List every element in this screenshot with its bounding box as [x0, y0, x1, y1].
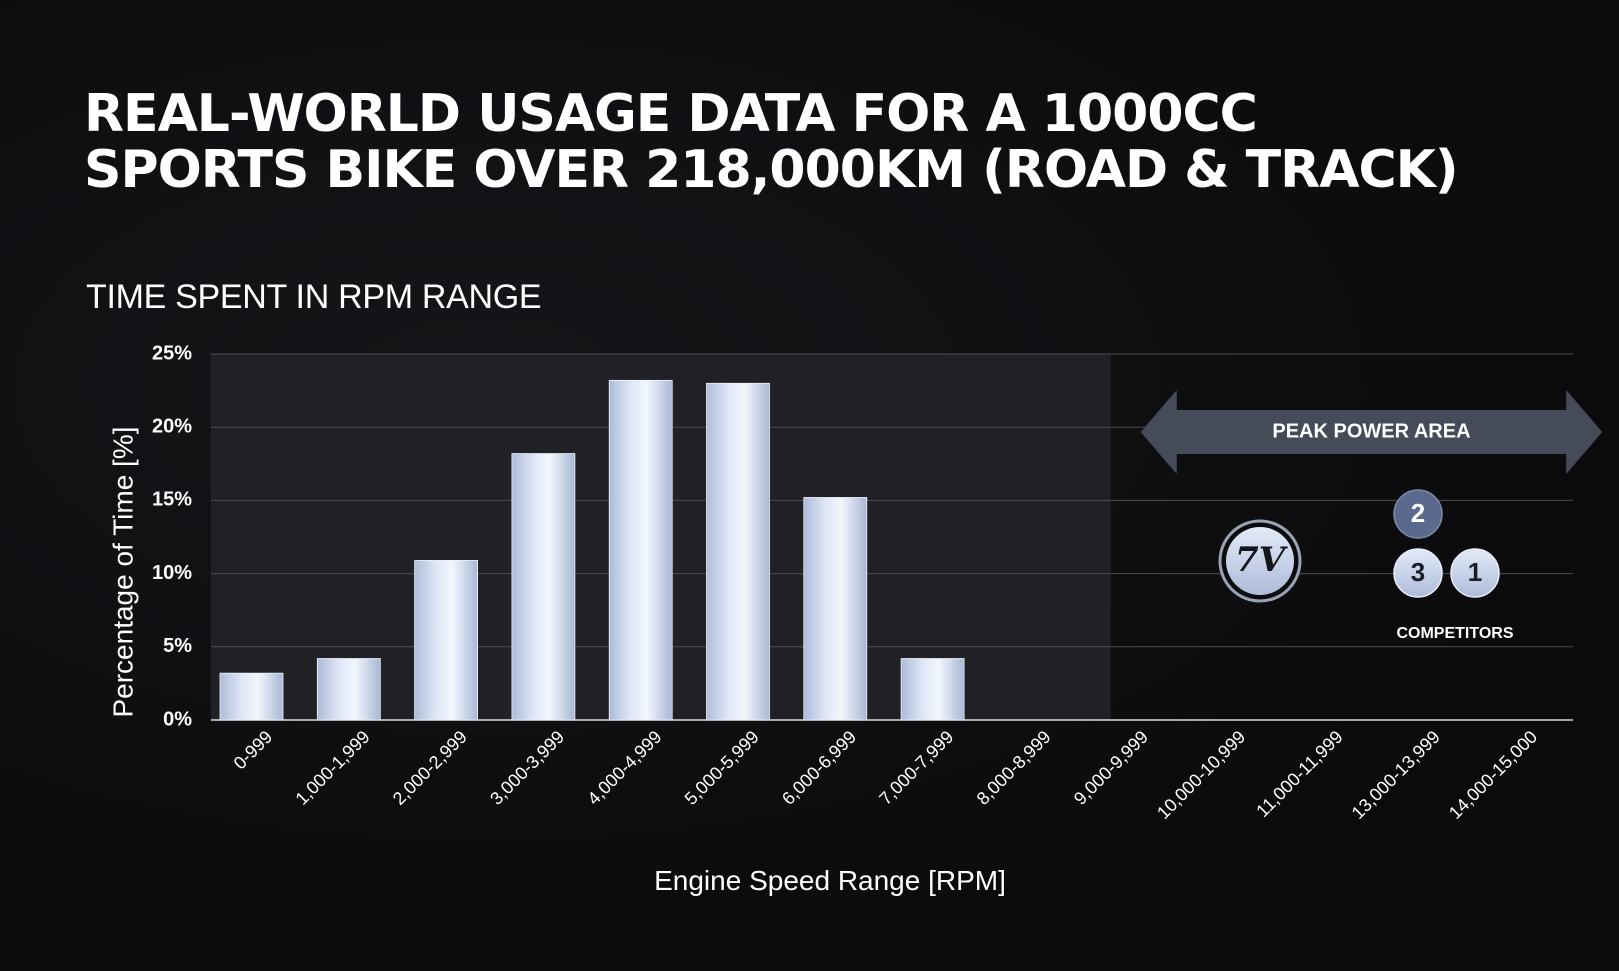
x-tick-label: 5,000-5,999	[681, 727, 763, 809]
bar	[316, 658, 381, 721]
bar	[803, 497, 868, 721]
x-tick-label: 1,000-1,999	[292, 727, 374, 809]
peak-power-arrow	[1140, 390, 1603, 474]
peak-power-label: PEAK POWER AREA	[1272, 420, 1470, 442]
x-tick-label: 11,000-11,999	[1252, 727, 1346, 821]
y-tick-label: 20%	[152, 415, 192, 437]
competitor-badge-number: 1	[1468, 557, 1482, 587]
competitor-badge-number: 3	[1411, 557, 1425, 587]
x-axis-title: Engine Speed Range [RPM]	[654, 865, 1006, 896]
bar	[706, 382, 770, 721]
x-tick-label: 2,000-2,999	[389, 727, 471, 809]
bar	[219, 672, 284, 721]
bar	[414, 560, 479, 721]
x-tick-label: 8,000-8,999	[973, 727, 1055, 809]
competitors-label: COMPETITORS	[1396, 625, 1513, 642]
x-tick-label: 3,000-3,999	[486, 727, 568, 809]
x-tick-label: 10,000-10,999	[1153, 727, 1249, 823]
y-tick-label: 0%	[163, 708, 192, 730]
competitor-badge: 1	[1450, 548, 1500, 598]
y-tick-label: 10%	[152, 562, 192, 584]
bar	[900, 658, 965, 721]
y-tick-label: 5%	[163, 635, 192, 657]
brand-logo-text: 7V	[1235, 540, 1289, 580]
brand-logo: 7V	[1218, 519, 1302, 603]
x-tick-label: 13,000-13,999	[1348, 727, 1444, 823]
x-tick-label: 14,000-15,000	[1445, 727, 1541, 823]
slide-title: REAL-WORLD USAGE DATA FOR A 1000CC SPORT…	[84, 86, 1544, 198]
y-tick-label: 25%	[152, 342, 192, 364]
x-tick-label: 4,000-4,999	[583, 727, 665, 809]
competitor-badge: 2	[1393, 489, 1443, 539]
bar	[608, 379, 673, 721]
x-tick-label: 7,000-7,999	[875, 727, 957, 809]
competitor-badge: 3	[1393, 548, 1443, 598]
x-tick-label: 0-999	[230, 727, 277, 774]
chart-subtitle: TIME SPENT IN RPM RANGE	[86, 278, 542, 316]
x-tick-label: 9,000-9,999	[1070, 727, 1152, 809]
bar	[511, 453, 576, 721]
slide-title-line-1: REAL-WORLD USAGE DATA FOR A 1000CC	[84, 84, 1258, 144]
y-tick-label: 15%	[152, 489, 192, 511]
x-tick-label: 6,000-6,999	[778, 727, 860, 809]
competitor-badge-number: 2	[1411, 498, 1425, 528]
slide-title-line-2: SPORTS BIKE OVER 218,000KM (ROAD & TRACK…	[84, 140, 1459, 200]
y-axis-title: Percentage of Time [%]	[107, 426, 138, 717]
